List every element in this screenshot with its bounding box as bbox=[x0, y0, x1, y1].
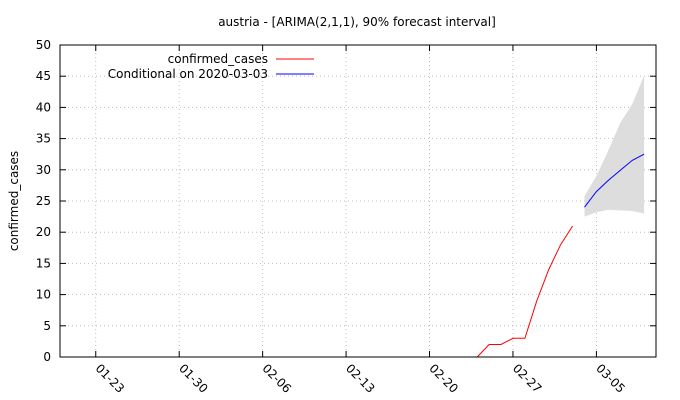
y-tick-label: 0 bbox=[43, 350, 51, 364]
y-axis-label: confirmed_cases bbox=[7, 151, 21, 251]
y-tick-label: 5 bbox=[43, 319, 51, 333]
y-tick-label: 30 bbox=[36, 163, 51, 177]
y-tick-label: 20 bbox=[36, 225, 51, 239]
legend-label: Conditional on 2020-03-03 bbox=[108, 67, 268, 81]
series-line-confirmed-cases bbox=[476, 225, 574, 358]
x-tick-label: 01-23 bbox=[93, 361, 128, 396]
y-tick-label: 50 bbox=[36, 38, 51, 52]
y-tick-label: 45 bbox=[36, 69, 51, 83]
legend-label: confirmed_cases bbox=[168, 52, 268, 66]
y-tick-label: 40 bbox=[36, 100, 51, 114]
plot-border bbox=[59, 44, 657, 358]
y-tick-label: 10 bbox=[36, 288, 51, 302]
series-line-forecast bbox=[584, 153, 645, 208]
y-tick-label: 25 bbox=[36, 194, 51, 208]
x-tick-label: 01-30 bbox=[176, 361, 211, 396]
forecast-interval-band bbox=[584, 75, 645, 217]
y-tick-label: 35 bbox=[36, 132, 51, 146]
x-tick-label: 02-20 bbox=[426, 361, 461, 396]
x-tick-label: 02-27 bbox=[510, 361, 545, 396]
y-tick-label: 15 bbox=[36, 256, 51, 270]
chart-title: austria - [ARIMA(2,1,1), 90% forecast in… bbox=[218, 15, 496, 29]
x-tick-label: 02-06 bbox=[260, 361, 295, 396]
x-tick-label: 02-13 bbox=[343, 361, 378, 396]
x-tick-label: 03-05 bbox=[593, 361, 628, 396]
plot-area: 0 5 10 15 20 25 30 35 40 45 50 01-23 01-30 02-06 02-13… bbox=[36, 38, 657, 396]
